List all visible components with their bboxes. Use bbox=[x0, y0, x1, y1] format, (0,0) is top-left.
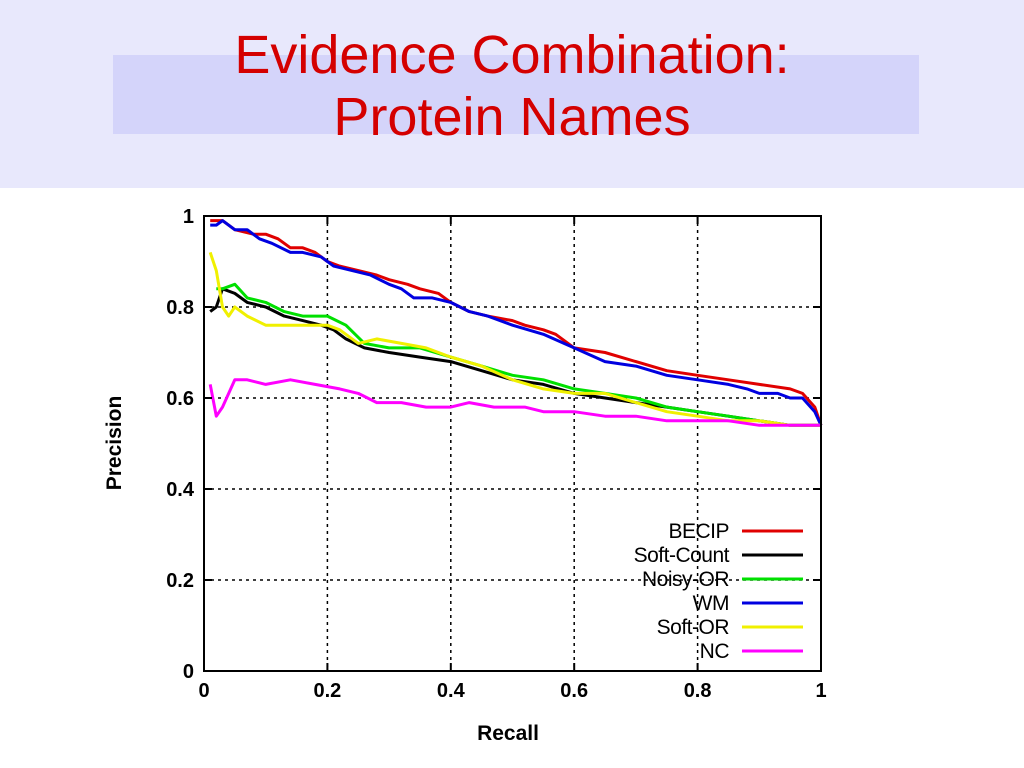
legend-label-wm: WM bbox=[693, 592, 729, 615]
y-tick-label: 0.6 bbox=[166, 388, 194, 410]
grid-lines bbox=[204, 216, 821, 671]
legend-label-nc: NC bbox=[700, 640, 730, 663]
legend-label-noisy-or: Noisy-OR bbox=[642, 568, 729, 591]
slide-title-line-2: Protein Names bbox=[333, 87, 691, 147]
axis-ticks bbox=[203, 215, 822, 672]
legend-label-soft-count: Soft-Count bbox=[634, 544, 730, 567]
series-line-noisy-or bbox=[216, 282, 821, 427]
plot-frame bbox=[203, 215, 822, 672]
series-line-soft-count bbox=[209, 287, 821, 427]
x-tick-label: 0.8 bbox=[684, 680, 712, 702]
x-tick-label: 0.2 bbox=[313, 680, 341, 702]
y-axis-label: Precision bbox=[103, 396, 126, 491]
y-tick-label: 0 bbox=[183, 661, 194, 683]
series-line-nc bbox=[208, 378, 821, 427]
series-line-wm bbox=[210, 219, 823, 426]
x-tick-label: 0.6 bbox=[560, 680, 588, 702]
slide-title-line-1: Evidence Combination: bbox=[234, 25, 790, 85]
title-band bbox=[113, 55, 919, 134]
y-tick-label: 0.2 bbox=[166, 570, 194, 592]
x-tick-label: 0.4 bbox=[437, 680, 466, 702]
slide-title: Evidence Combination: Protein Names bbox=[0, 24, 1024, 148]
series-line-soft-or bbox=[208, 251, 821, 427]
y-tick-label: 0.4 bbox=[166, 479, 195, 501]
tick-labels: 0 0.2 0.4 0.6 0.8 1 0 0.2 0.4 0.6 0.8 1 bbox=[166, 206, 826, 702]
series-lines bbox=[208, 219, 823, 427]
x-tick-label: 0 bbox=[198, 680, 209, 702]
y-tick-label: 1 bbox=[183, 206, 194, 228]
x-axis-label: Recall bbox=[477, 722, 539, 745]
legend-label-becip: BECIP bbox=[668, 520, 729, 543]
x-tick-label: 1 bbox=[815, 680, 826, 702]
y-tick-label: 0.8 bbox=[166, 297, 194, 319]
legend-label-soft-or: Soft-OR bbox=[657, 616, 730, 639]
